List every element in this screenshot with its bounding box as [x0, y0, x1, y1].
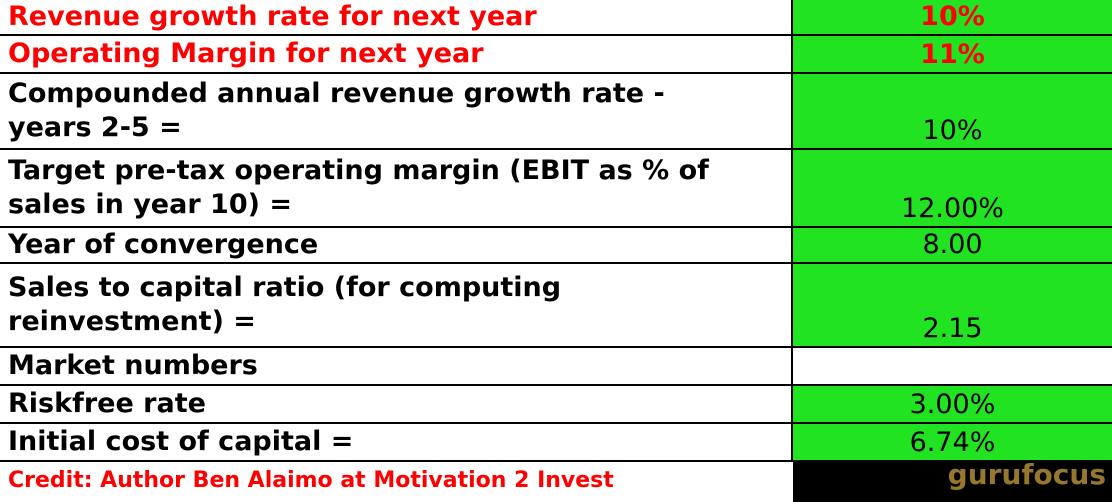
label-line: Initial cost of capital =	[8, 426, 354, 457]
table-row: Riskfree rate 3.00%	[0, 386, 1112, 424]
value-text: 8.00	[922, 229, 983, 260]
row-value: 3.00%	[793, 386, 1112, 422]
row-label: Initial cost of capital =	[0, 424, 793, 460]
row-value: 6.74%	[793, 424, 1112, 460]
credit-text: Credit: Author Ben Alaimo at Motivation …	[8, 468, 614, 493]
row-value: 11%	[793, 36, 1112, 72]
row-value: 12.00%	[793, 150, 1112, 226]
table-row: Sales to capital ratio (for computing rei…	[0, 264, 1112, 348]
row-value: 2.15	[793, 264, 1112, 346]
label-line: Revenue growth rate for next year	[8, 1, 537, 32]
label-line: Compounded annual revenue growth rate -	[8, 78, 665, 109]
row-value: 8.00	[793, 228, 1112, 262]
table-row: Operating Margin for next year 11%	[0, 36, 1112, 74]
row-label: Compounded annual revenue growth rate -y…	[0, 74, 793, 148]
label-line: Sales to capital ratio (for computing	[8, 272, 562, 303]
row-label: Market numbers	[0, 348, 793, 384]
row-label: Sales to capital ratio (for computing rei…	[0, 264, 793, 346]
value-text: 3.00%	[909, 389, 996, 420]
value-text: 12.00%	[901, 193, 1004, 224]
label-line: Operating Margin for next year	[8, 38, 484, 69]
label-line: Market numbers	[8, 350, 258, 381]
row-label: Target pre-tax operating margin (EBIT as…	[0, 150, 793, 226]
table-row: Market numbers	[0, 348, 1112, 386]
credit-cell: Credit: Author Ben Alaimo at Motivation …	[0, 462, 793, 502]
label-line: reinvestment) =	[8, 306, 256, 337]
dark-cell: gurufocus	[793, 458, 1112, 502]
table-row: Revenue growth rate for next year 10%	[0, 0, 1112, 36]
label-line: Target pre-tax operating margin (EBIT as…	[8, 155, 709, 186]
table-row: Compounded annual revenue growth rate -y…	[0, 74, 1112, 150]
row-label: Operating Margin for next year	[0, 36, 793, 72]
row-value	[793, 348, 1112, 384]
row-label: Revenue growth rate for next year	[0, 0, 793, 34]
label-line: Riskfree rate	[8, 388, 206, 419]
credit-row: Credit: Author Ben Alaimo at Motivation …	[0, 458, 1112, 502]
label-line: Year of convergence	[8, 229, 319, 260]
table-row: Target pre-tax operating margin (EBIT as…	[0, 150, 1112, 228]
row-value: 10%	[793, 0, 1112, 34]
value-text: 2.15	[922, 313, 983, 344]
table-row: Initial cost of capital = 6.74%	[0, 424, 1112, 462]
value-text: 11%	[920, 39, 985, 70]
row-label: Year of convergence	[0, 228, 793, 262]
value-text: 10%	[922, 115, 983, 146]
watermark: gurufocus	[947, 458, 1106, 491]
value-text: 6.74%	[909, 427, 996, 458]
row-value: 10%	[793, 74, 1112, 148]
value-text: 10%	[920, 1, 985, 32]
label-line: sales in year 10) =	[8, 189, 292, 220]
table-row: Year of convergence 8.00	[0, 228, 1112, 264]
label-line: years 2-5 =	[8, 112, 182, 143]
row-label: Riskfree rate	[0, 386, 793, 422]
